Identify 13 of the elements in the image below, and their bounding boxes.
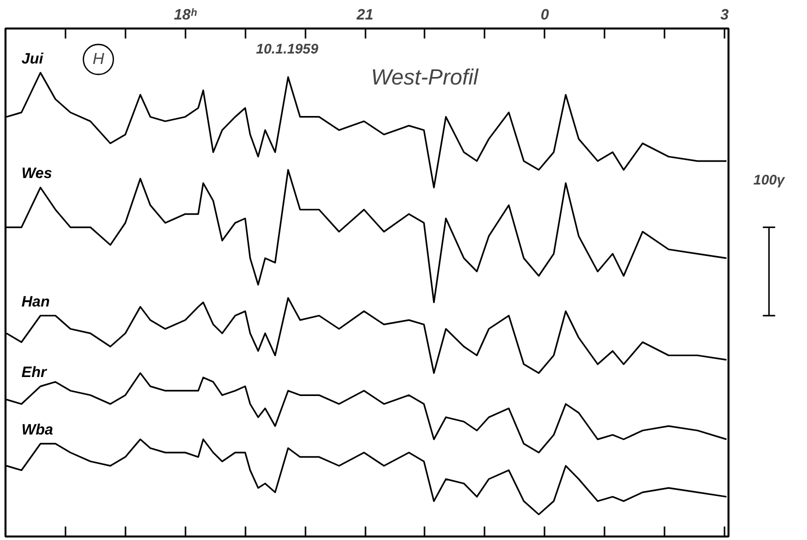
x-tick-label: 3 [720,6,730,24]
x-tick-label: 18ʰ [174,6,198,24]
x-tick-label: 0 [540,6,550,24]
text: 100γ [753,172,786,188]
series-label: Ehr [21,364,48,382]
text: H [92,50,105,68]
x-tick-label: 21 [356,6,374,24]
annotation: West-Profil [370,64,480,90]
series-label: Jui [21,50,44,68]
series-label: Wba [21,421,54,438]
series-label: Han [21,293,50,310]
series-label: Wes [21,165,52,182]
text: 10.1.1959 [256,40,318,56]
